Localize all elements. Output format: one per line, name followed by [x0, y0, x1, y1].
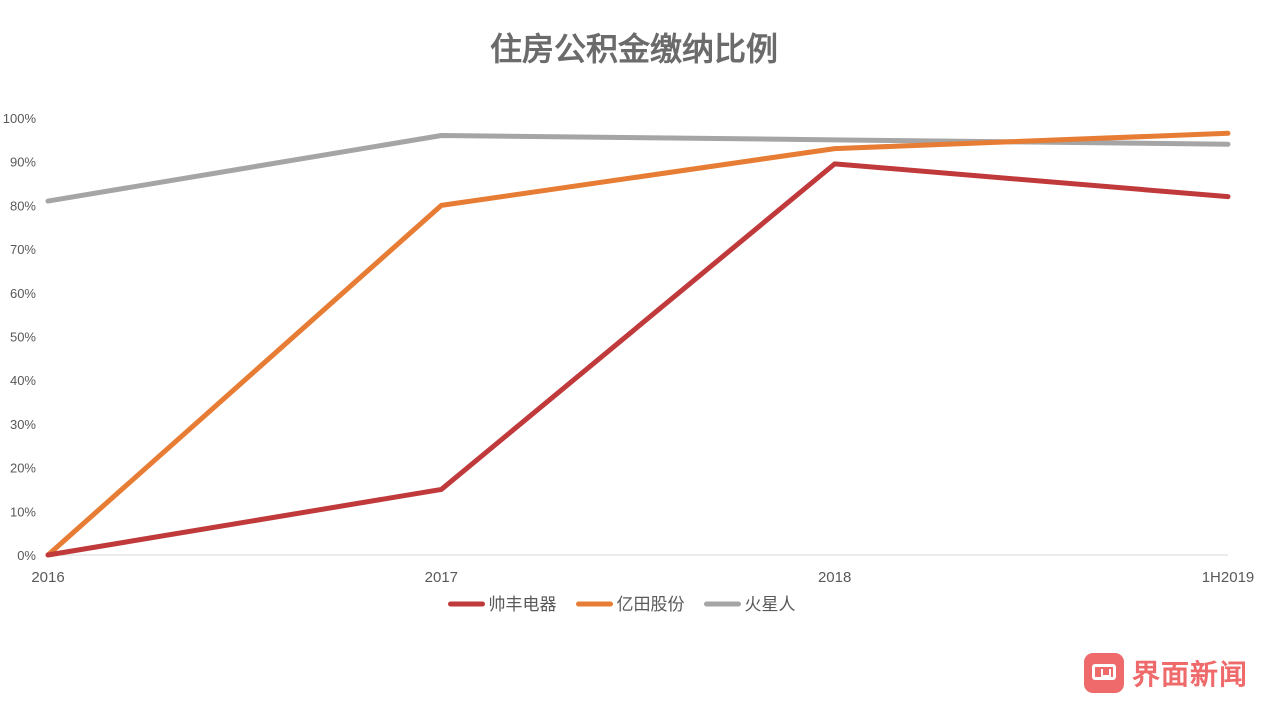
logo-text: 界面新闻 — [1131, 658, 1248, 691]
y-tick-label: 30% — [10, 417, 36, 432]
legend: 帅丰电器 亿田股份 火星人 — [448, 595, 796, 615]
chart-title: 住房公积金缴纳比例 — [490, 30, 778, 68]
legend-label: 火星人 — [745, 595, 796, 615]
y-tick-label: 50% — [10, 330, 36, 345]
axis-layer: 0% 10% 20% 30% 40% 50% 60% 70% 80% 90% 100% 2016 201… — [3, 111, 1255, 586]
y-tick-label: 80% — [10, 198, 36, 213]
series-line — [45, 130, 1231, 558]
series-line — [45, 132, 1231, 204]
x-tick-label: 2017 — [425, 569, 458, 586]
legend-label: 帅丰电器 — [489, 595, 557, 615]
x-tick-label: 2018 — [818, 569, 851, 586]
y-tick-label: 60% — [10, 286, 36, 301]
y-tick-label: 100% — [3, 111, 37, 126]
x-tick-label: 1H2019 — [1202, 569, 1255, 586]
y-tick-label: 90% — [10, 155, 36, 170]
y-tick-label: 40% — [10, 373, 36, 388]
y-tick-label: 10% — [10, 504, 36, 519]
y-tick-label: 0% — [17, 548, 36, 563]
y-tick-label: 70% — [10, 242, 36, 257]
x-tick-label: 2016 — [31, 569, 64, 586]
jiemian-logo: 界面新闻 — [1083, 653, 1248, 693]
legend-label: 亿田股份 — [617, 595, 685, 615]
y-tick-label: 20% — [10, 461, 36, 476]
series-line — [45, 161, 1231, 558]
series-layer — [45, 130, 1231, 558]
jiemian-logo-icon — [1083, 653, 1124, 693]
